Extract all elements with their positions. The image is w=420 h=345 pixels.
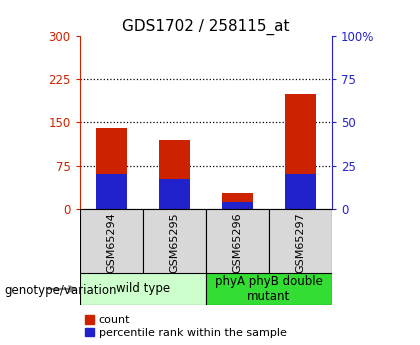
- Bar: [159, 179, 190, 209]
- Title: GDS1702 / 258115_at: GDS1702 / 258115_at: [122, 19, 289, 35]
- Text: GSM65296: GSM65296: [232, 212, 242, 273]
- Bar: [269, 209, 332, 273]
- Bar: [96, 174, 127, 209]
- Bar: [159, 140, 190, 209]
- Bar: [285, 174, 316, 209]
- Text: GSM65295: GSM65295: [169, 212, 179, 273]
- Text: wild type: wild type: [116, 283, 170, 295]
- Text: GSM65294: GSM65294: [106, 212, 116, 273]
- Bar: [285, 94, 316, 209]
- Bar: [143, 209, 206, 273]
- Text: phyA phyB double
mutant: phyA phyB double mutant: [215, 275, 323, 303]
- Bar: [80, 273, 206, 305]
- Bar: [96, 128, 127, 209]
- Text: GSM65297: GSM65297: [295, 212, 305, 273]
- Legend: count, percentile rank within the sample: count, percentile rank within the sample: [85, 315, 286, 338]
- Bar: [222, 193, 253, 209]
- Bar: [80, 209, 143, 273]
- Bar: [222, 202, 253, 209]
- Bar: [206, 209, 269, 273]
- Text: genotype/variation: genotype/variation: [4, 284, 117, 297]
- Bar: [206, 273, 332, 305]
